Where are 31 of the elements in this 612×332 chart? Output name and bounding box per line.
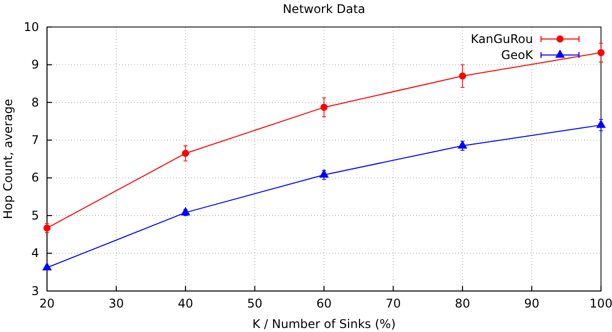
x-tick-label: 60 — [316, 296, 332, 311]
y-tick-label: 3 — [31, 284, 39, 298]
x-tick-label: 80 — [454, 296, 470, 311]
y-tick-label: 5 — [31, 208, 39, 222]
y-tick-label: 9 — [31, 58, 39, 72]
point — [458, 72, 466, 80]
y-axis-title: Hop Count, average — [1, 98, 15, 220]
point — [597, 49, 605, 56]
legend-label: KanGuRou — [470, 32, 533, 46]
x-tick-label: 30 — [108, 296, 124, 311]
point — [182, 150, 190, 157]
point — [319, 169, 329, 178]
y-tick-label: 8 — [31, 95, 39, 110]
y-tick-label: 7 — [31, 132, 39, 147]
legend-label: GeoK — [501, 48, 534, 62]
x-tick-label: 40 — [178, 296, 194, 311]
point — [320, 104, 328, 111]
x-tick-label: 20 — [39, 296, 55, 311]
y-tick-label: 6 — [31, 170, 39, 185]
x-axis-title: K / Number of Sinks (%) — [252, 317, 396, 331]
chart-title: Network Data — [282, 2, 366, 16]
x-tick-label: 50 — [247, 296, 262, 311]
x-tick-label: 90 — [524, 296, 540, 311]
y-tick-label: 4 — [31, 246, 39, 260]
x-tick-label: 100 — [590, 296, 612, 311]
point — [180, 207, 190, 216]
point — [458, 140, 468, 149]
y-tick-label: 10 — [24, 20, 39, 34]
x-tick-label: 70 — [386, 296, 401, 311]
point — [596, 120, 606, 128]
point — [42, 262, 52, 270]
